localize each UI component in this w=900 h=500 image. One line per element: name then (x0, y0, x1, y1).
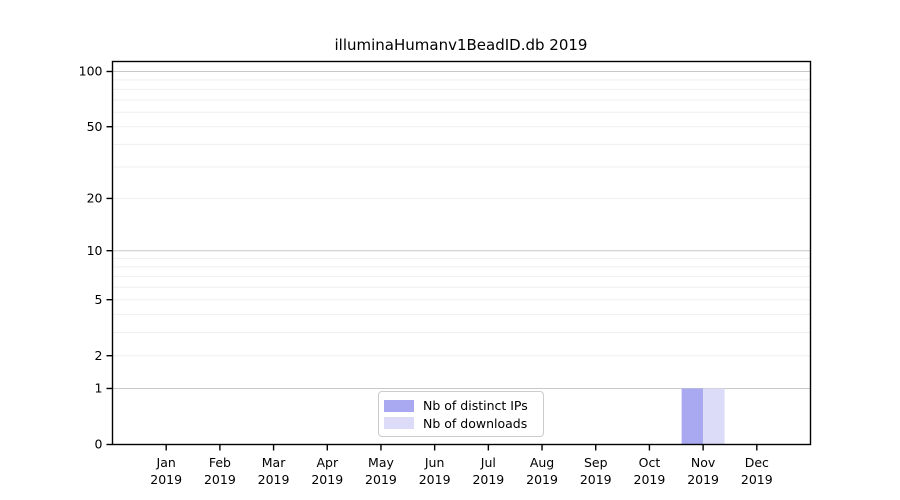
x-tick-label-year: 2019 (634, 472, 666, 487)
x-tick-label-month: Nov (691, 455, 716, 470)
x-tick-label-month: May (368, 455, 394, 470)
x-tick-label-month: Jul (480, 455, 496, 470)
x-tick-label-year: 2019 (150, 472, 182, 487)
legend-label-distinct-ips: Nb of distinct IPs (423, 398, 528, 414)
x-tick-label-month: Oct (639, 455, 661, 470)
x-tick-label-month: Aug (530, 455, 554, 470)
legend: Nb of distinct IPs Nb of downloads (378, 391, 544, 437)
x-tick-label-year: 2019 (419, 472, 451, 487)
x-tick-label-year: 2019 (580, 472, 612, 487)
y-tick-label: 10 (87, 243, 103, 258)
x-tick-label-year: 2019 (472, 472, 504, 487)
y-tick-label: 20 (87, 191, 103, 206)
y-tick-label: 1 (95, 381, 103, 396)
y-tick-label: 2 (95, 348, 103, 363)
y-tick-label: 5 (95, 292, 103, 307)
x-tick-label-year: 2019 (687, 472, 719, 487)
x-tick-label-year: 2019 (258, 472, 290, 487)
x-tick-label-month: Apr (316, 455, 338, 470)
x-tick-label-month: Jan (156, 455, 176, 470)
legend-swatch-downloads (384, 417, 414, 430)
x-tick-label-month: Dec (745, 455, 769, 470)
x-tick-label-year: 2019 (526, 472, 558, 487)
x-tick-label-month: Feb (209, 455, 231, 470)
x-tick-label-year: 2019 (741, 472, 773, 487)
x-tick-label-month: Sep (584, 455, 608, 470)
chart-title: illuminaHumanv1BeadID.db 2019 (334, 36, 588, 54)
legend-swatch-distinct-ips (384, 399, 414, 412)
x-tick-label-year: 2019 (365, 472, 397, 487)
x-tick-label-year: 2019 (311, 472, 343, 487)
x-tick-label-year: 2019 (204, 472, 236, 487)
x-tick-label-month: Mar (262, 455, 286, 470)
legend-label-downloads: Nb of downloads (423, 415, 528, 431)
bar-distinct-ips (681, 388, 704, 445)
y-tick-label: 100 (79, 64, 103, 79)
y-tick-label: 0 (95, 437, 103, 452)
x-tick-label-month: Jun (424, 455, 445, 470)
bar-downloads (703, 388, 725, 445)
legend-item-downloads: Nb of downloads (384, 415, 535, 432)
y-tick-label: 50 (87, 119, 103, 134)
legend-item-distinct-ips: Nb of distinct IPs (384, 397, 535, 414)
plot-border (111, 60, 812, 446)
